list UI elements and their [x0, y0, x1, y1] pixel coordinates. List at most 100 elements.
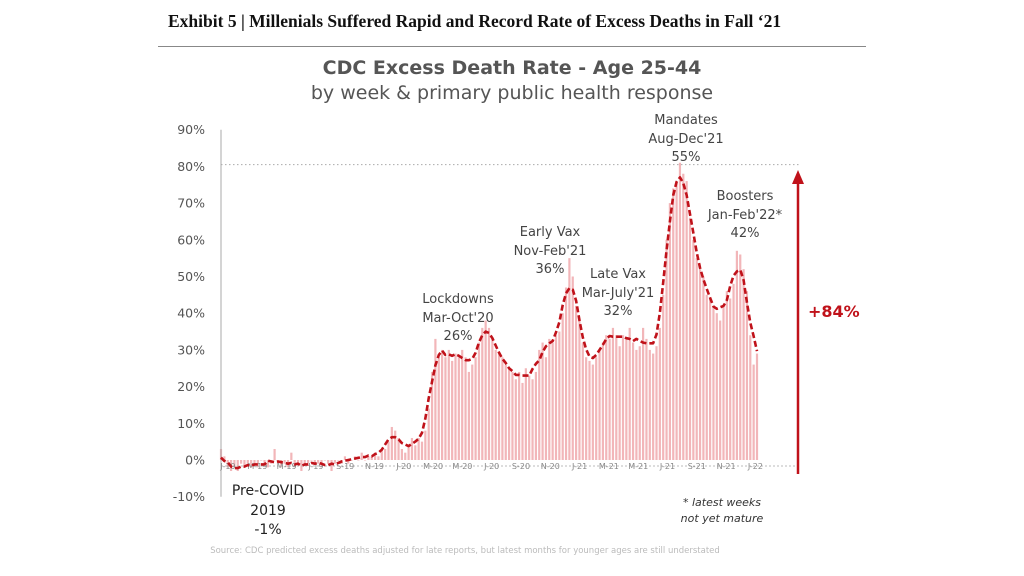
- annotation-label: Boosters: [716, 189, 774, 204]
- annotation-label: Late Vax: [590, 267, 646, 282]
- bar: [688, 217, 692, 460]
- bar: [531, 379, 534, 460]
- bar: [648, 349, 651, 460]
- chart-title: CDC Excess Death Rate - Age 25-44: [322, 57, 702, 79]
- bar: [541, 342, 544, 460]
- annotation-label: Pre-COVID: [231, 483, 305, 499]
- annotation-period: 2019: [250, 502, 286, 519]
- y-tick-label: 10%: [177, 416, 205, 431]
- bar: [471, 364, 474, 460]
- bar: [705, 294, 708, 460]
- bar: [400, 448, 403, 460]
- bar: [290, 452, 293, 460]
- bar: [501, 357, 504, 460]
- bar: [363, 460, 367, 461]
- annotation-mandates: Mandates Aug-Dec'21 55%: [648, 112, 723, 168]
- x-tick-label: M-20: [452, 462, 472, 471]
- x-tick-label: S-19: [336, 462, 354, 471]
- maturity-note: * latest weeks not yet mature: [681, 495, 764, 527]
- bar: [430, 371, 434, 460]
- bar: [668, 203, 671, 460]
- bar: [558, 331, 561, 460]
- bar: [484, 320, 487, 460]
- bar: [725, 291, 728, 460]
- bar: [685, 181, 688, 460]
- y-tick-label: 60%: [177, 232, 205, 247]
- bar: [538, 349, 541, 460]
- bar: [260, 460, 263, 461]
- bar: [598, 349, 601, 460]
- bar: [434, 338, 437, 460]
- bar: [404, 452, 407, 460]
- bar: [645, 338, 648, 460]
- bar: [313, 460, 316, 464]
- x-tick-label: M-19: [247, 462, 267, 471]
- bar: [253, 460, 256, 464]
- bar: [347, 460, 350, 464]
- bar: [672, 188, 675, 461]
- bar: [729, 298, 732, 460]
- annotation-pre-covid: Pre-COVID 2019 -1%: [232, 482, 304, 541]
- bar: [665, 239, 668, 460]
- annotation-late-vax: Late Vax Mar-July'21 32%: [582, 266, 655, 322]
- bar: [307, 460, 310, 464]
- x-tick-label: J-20: [395, 462, 411, 471]
- bar: [568, 258, 571, 460]
- annotation-value: 32%: [603, 304, 633, 319]
- bar: [266, 460, 269, 468]
- bar: [474, 357, 477, 460]
- bar: [514, 379, 517, 460]
- y-tick-label: 30%: [177, 342, 205, 357]
- annotation-period: Nov-Feb'21: [513, 243, 587, 259]
- bar: [675, 181, 678, 460]
- bar: [591, 364, 594, 460]
- annotation-value: 42%: [730, 226, 760, 241]
- y-tick-label: 70%: [177, 196, 205, 211]
- x-tick-label: N-19: [365, 462, 384, 471]
- bar: [481, 327, 484, 460]
- bar: [280, 460, 283, 468]
- bar: [397, 437, 400, 460]
- bar: [447, 349, 450, 460]
- bar: [695, 258, 698, 460]
- y-tick-label: 50%: [177, 269, 205, 284]
- change-arrow: [792, 170, 804, 474]
- bar: [410, 437, 414, 460]
- bar: [377, 456, 380, 460]
- bar: [518, 371, 521, 460]
- bar: [524, 368, 527, 460]
- annotation-period: Jan-Feb'22*: [707, 207, 783, 223]
- x-tick-label: J-19: [307, 462, 323, 471]
- bar: [631, 342, 635, 460]
- bar: [715, 313, 718, 460]
- bar: [709, 298, 712, 460]
- bar: [735, 250, 738, 460]
- bar: [534, 371, 537, 460]
- x-tick-label: J-20: [483, 462, 499, 471]
- bar: [652, 353, 655, 460]
- bar: [608, 338, 611, 460]
- annotation-label: Mandates: [654, 113, 718, 128]
- y-tick-label: -10%: [173, 489, 205, 504]
- bar: [642, 327, 645, 460]
- bar: [374, 452, 377, 460]
- bar: [658, 327, 661, 460]
- bar: [357, 460, 360, 461]
- bar: [585, 357, 588, 460]
- annotation-boosters: Boosters Jan-Feb'22* 42%: [708, 188, 782, 244]
- annotation-lockdowns: Lockdowns Mar-Oct'20 26%: [422, 291, 494, 347]
- bar: [323, 460, 326, 461]
- bar: [742, 269, 745, 460]
- bar: [601, 342, 604, 460]
- arrow-head-icon: [792, 170, 804, 184]
- bar: [223, 456, 226, 460]
- annotation-period: Mar-Oct'20: [422, 310, 494, 326]
- annotation-period: Aug-Dec'21: [648, 131, 724, 147]
- bar: [407, 445, 410, 460]
- annotation-label: Lockdowns: [422, 292, 494, 307]
- exhibit-title: Exhibit 5 | Millenials Suffered Rapid an…: [168, 11, 782, 31]
- x-tick-label: M-20: [423, 462, 443, 471]
- y-tick-label: 40%: [177, 306, 205, 321]
- bar: [635, 349, 638, 460]
